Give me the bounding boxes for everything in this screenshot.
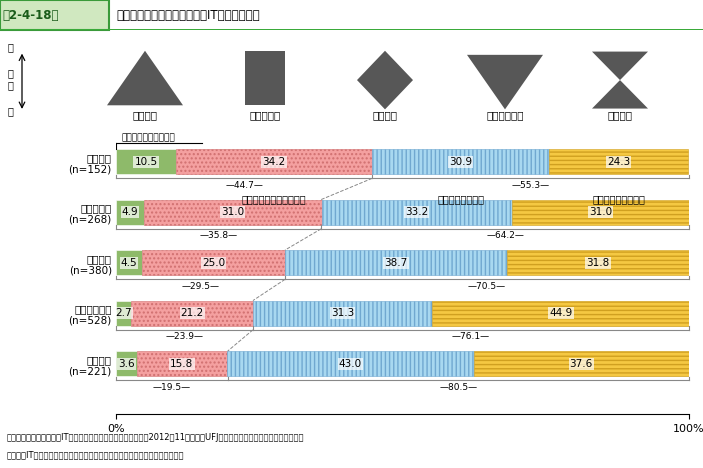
Text: 25.0: 25.0 xyxy=(202,258,225,268)
Text: 資料：中小企業庁委託「ITの活用に関するアンケート調査」（2012年11月、三菱UFJリサーチ＆コンサルティング（株））: 資料：中小企業庁委託「ITの活用に関するアンケート調査」（2012年11月、三菱… xyxy=(7,433,304,442)
Bar xyxy=(116,199,144,225)
Bar xyxy=(253,300,432,326)
Bar xyxy=(549,149,688,174)
Text: 低: 低 xyxy=(7,106,13,116)
Bar xyxy=(245,51,285,105)
Bar xyxy=(0,29,703,30)
Text: 44.9: 44.9 xyxy=(549,308,572,318)
Bar xyxy=(136,351,227,376)
Text: 10.5: 10.5 xyxy=(134,157,157,167)
Text: —80.5—: —80.5— xyxy=(439,383,477,392)
Text: 34.2: 34.2 xyxy=(262,157,285,167)
Text: 年
齢: 年 齢 xyxy=(7,68,13,90)
Text: —64.2—: —64.2— xyxy=(486,231,524,241)
Bar xyxy=(432,300,690,326)
Bar xyxy=(142,250,285,275)
Text: —29.5—: —29.5— xyxy=(181,282,219,291)
Bar xyxy=(0,0,109,30)
Text: 十分に確保されている: 十分に確保されている xyxy=(122,133,176,142)
Text: 中堅中心: 中堅中心 xyxy=(373,110,397,120)
Text: 4.5: 4.5 xyxy=(121,258,137,268)
Text: 中堅不足: 中堅不足 xyxy=(607,110,633,120)
Text: 高: 高 xyxy=(7,43,13,52)
Bar xyxy=(176,149,372,174)
Polygon shape xyxy=(467,55,543,110)
Bar xyxy=(116,300,131,326)
Text: —70.5—: —70.5— xyxy=(468,282,506,291)
Polygon shape xyxy=(592,51,648,80)
Bar xyxy=(116,351,136,376)
Text: 31.0: 31.0 xyxy=(589,207,612,217)
Text: 各世代均等: 各世代均等 xyxy=(250,110,280,120)
Bar xyxy=(144,199,322,225)
Text: おおむね確保されている: おおむね確保されている xyxy=(242,195,307,205)
Bar xyxy=(131,300,253,326)
Bar xyxy=(285,250,507,275)
Bar xyxy=(116,149,176,174)
Text: 中小企業の従業員年齢構成とIT人材の充足度: 中小企業の従業員年齢構成とIT人材の充足度 xyxy=(116,9,259,22)
Text: —76.1—: —76.1— xyxy=(452,332,490,341)
Bar xyxy=(116,250,142,275)
Text: 30.9: 30.9 xyxy=(449,157,472,167)
Text: 2.7: 2.7 xyxy=(115,308,132,318)
Text: —35.8—: —35.8— xyxy=(200,231,238,241)
Text: ベテラン中心: ベテラン中心 xyxy=(486,110,524,120)
Text: 31.0: 31.0 xyxy=(221,207,245,217)
Text: 若手中心: 若手中心 xyxy=(132,110,157,120)
Text: —55.3—: —55.3— xyxy=(512,181,550,190)
Text: —44.7—: —44.7— xyxy=(225,181,263,190)
Text: 3.6: 3.6 xyxy=(118,358,134,369)
Text: 21.2: 21.2 xyxy=(181,308,204,318)
Text: 15.8: 15.8 xyxy=(170,358,193,369)
Text: 4.9: 4.9 xyxy=(122,207,138,217)
Text: —19.5—: —19.5— xyxy=(153,383,191,392)
Text: 38.7: 38.7 xyxy=(385,258,408,268)
Polygon shape xyxy=(592,80,648,109)
Bar xyxy=(372,149,549,174)
Text: 24.3: 24.3 xyxy=(607,157,631,167)
Bar xyxy=(322,199,512,225)
Bar xyxy=(474,351,689,376)
Text: 43.0: 43.0 xyxy=(339,358,362,369)
Text: とても不足している: とても不足している xyxy=(593,195,645,205)
Text: 第2-4-18図: 第2-4-18図 xyxy=(2,9,58,22)
Polygon shape xyxy=(357,51,413,110)
Bar xyxy=(507,250,689,275)
Text: （注）「IT人材を必要としていない」と回答した企業を除いて集計している。: （注）「IT人材を必要としていない」と回答した企業を除いて集計している。 xyxy=(7,450,184,459)
Text: 31.8: 31.8 xyxy=(586,258,610,268)
Text: 33.2: 33.2 xyxy=(405,207,428,217)
Text: やや不足している: やや不足している xyxy=(437,195,484,205)
Polygon shape xyxy=(107,51,183,105)
Text: —23.9—: —23.9— xyxy=(165,332,203,341)
Text: 37.6: 37.6 xyxy=(569,358,593,369)
Bar xyxy=(227,351,474,376)
Text: 31.3: 31.3 xyxy=(331,308,354,318)
Bar xyxy=(512,199,690,225)
